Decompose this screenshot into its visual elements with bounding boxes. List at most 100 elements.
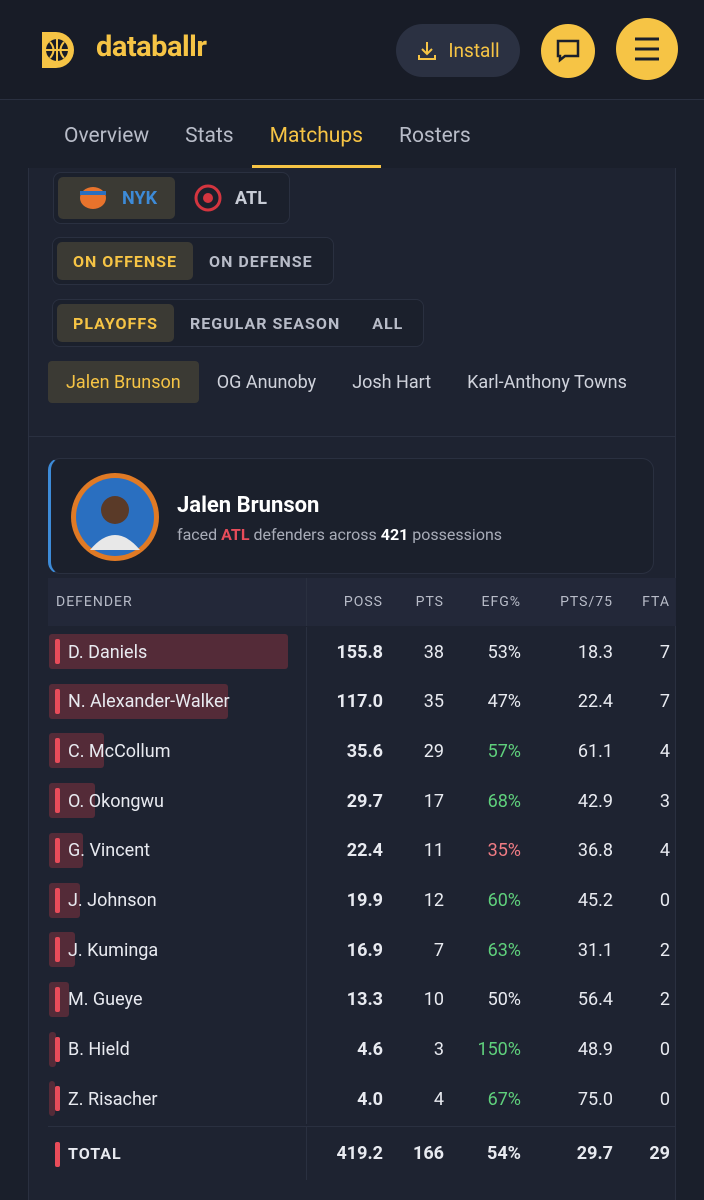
stat-cell: 42.9: [577, 790, 613, 812]
logo: [42, 32, 74, 68]
total-cell: 29: [649, 1143, 670, 1164]
possession-bar: [49, 1081, 56, 1117]
chat-button[interactable]: [541, 24, 595, 78]
stat-cell: 35%: [487, 840, 521, 862]
stat-cell: 61.1: [577, 740, 613, 762]
table-row: J. Kuminga 16.9 7 63% 31.1 2: [48, 925, 676, 976]
side-option[interactable]: ON DEFENSE: [209, 251, 313, 271]
table-row: D. Daniels 155.8 38 53% 18.3 7: [48, 627, 676, 677]
stat-cell: 4: [433, 1088, 444, 1110]
menu-button[interactable]: [616, 18, 678, 80]
defender-name: Z. Risacher: [68, 1088, 158, 1110]
season-option[interactable]: PLAYOFFS: [57, 304, 174, 342]
total-cell: 54%: [487, 1143, 521, 1164]
season-option[interactable]: REGULAR SEASON: [189, 313, 341, 333]
table-row: C. McCollum 35.6 29 57% 61.1 4: [48, 726, 676, 777]
defender-name: N. Alexander-Walker: [68, 691, 230, 713]
table-row: O. Okongwu 29.7 17 68% 42.9 3: [48, 776, 676, 827]
stat-cell: 22.4: [577, 691, 613, 713]
stat-cell: 3: [433, 1039, 444, 1061]
column-divider: [306, 776, 307, 827]
stat-cell: 7: [659, 691, 670, 713]
stat-cell: 68%: [487, 790, 521, 812]
table-row: M. Gueye 13.3 10 50% 56.4 2: [48, 974, 676, 1025]
matchup-table: DEFENDER POSS PTS EFG% PTS/75 FTA D. Daniels 15…: [48, 578, 676, 1200]
header: databallr Install: [0, 0, 704, 100]
defender-name: B. Hield: [68, 1039, 130, 1061]
row-marker: [55, 688, 60, 714]
stat-cell: 4.0: [357, 1088, 383, 1110]
column-header: POSS: [343, 594, 383, 610]
side-toggle: ON OFFENSE ON DEFENSE: [52, 237, 334, 285]
stat-cell: 4.6: [357, 1039, 383, 1061]
player-chip[interactable]: Jalen Brunson: [48, 361, 199, 403]
stat-cell: 36.8: [577, 840, 613, 862]
stat-cell: 17: [423, 790, 444, 812]
column-divider: [306, 974, 307, 1025]
total-cell: 166: [413, 1143, 444, 1164]
stat-cell: 4: [659, 740, 670, 762]
stat-cell: 19.9: [346, 890, 383, 911]
side-option[interactable]: ON OFFENSE: [57, 242, 194, 280]
column-divider: [306, 726, 307, 777]
tab[interactable]: Rosters: [399, 124, 471, 148]
possession-bar: [49, 932, 75, 968]
player-chip[interactable]: Karl-Anthony Towns: [467, 371, 627, 393]
defender-name: J. Kuminga: [68, 939, 159, 961]
table-row: G. Vincent 22.4 11 35% 36.8 4: [48, 825, 676, 876]
stat-cell: 0: [659, 1088, 670, 1110]
column-header: FTA: [642, 594, 670, 610]
player-chips: Jalen Brunson OG Anunoby Josh Hart Karl-Ant…: [48, 361, 656, 403]
stat-cell: 3: [659, 790, 670, 812]
season-toggle: PLAYOFFS REGULAR SEASON ALL: [52, 299, 425, 347]
avatar: [71, 473, 159, 561]
row-marker: [55, 1142, 60, 1167]
possession-bar: [49, 634, 288, 669]
column-divider: [306, 676, 307, 727]
row-marker: [55, 837, 60, 863]
stat-cell: 63%: [487, 939, 521, 961]
column-divider: [306, 1127, 307, 1180]
defender-name: G. Vincent: [68, 840, 151, 862]
stat-cell: 48.9: [577, 1039, 613, 1061]
tab[interactable]: Overview: [64, 124, 150, 148]
table-header: DEFENDER POSS PTS EFG% PTS/75 FTA: [48, 578, 676, 626]
tab[interactable]: Stats: [185, 124, 234, 148]
player-chip[interactable]: OG Anunoby: [216, 371, 317, 393]
defender-name: J. Johnson: [68, 890, 157, 911]
row-marker: [55, 937, 60, 963]
team-option[interactable]: ATL: [175, 177, 285, 219]
column-divider: [306, 925, 307, 976]
total-cell: TOTAL: [68, 1144, 122, 1163]
stat-cell: 60%: [487, 890, 521, 911]
stat-cell: 35.6: [346, 740, 383, 762]
team-option[interactable]: NYK: [58, 177, 176, 219]
install-button[interactable]: Install: [396, 24, 520, 77]
stat-cell: 4: [659, 840, 670, 862]
total-cell: 419.2: [336, 1143, 383, 1164]
total-cell: 29.7: [576, 1143, 613, 1164]
stat-cell: 117.0: [336, 691, 383, 713]
row-marker: [55, 986, 60, 1012]
defender-name: D. Daniels: [68, 641, 148, 663]
team: ATL: [221, 525, 250, 544]
season-option[interactable]: ALL: [372, 313, 404, 333]
stat-cell: 7: [659, 641, 670, 663]
row-marker: [55, 1086, 60, 1112]
brand: databallr: [96, 30, 207, 64]
possession-bar: [49, 882, 80, 918]
stat-cell: 75.0: [577, 1088, 613, 1110]
stat-cell: 150%: [477, 1039, 521, 1061]
tab[interactable]: Matchups: [251, 110, 382, 168]
column-header: PTS/75: [560, 594, 613, 610]
column-header: PTS: [415, 594, 444, 610]
stat-cell: 35: [423, 691, 444, 713]
player-chip[interactable]: Josh Hart: [352, 371, 432, 393]
team-label: NYK: [122, 187, 158, 209]
column-divider: [306, 1024, 307, 1075]
stat-cell: 29.7: [346, 790, 383, 812]
stat-cell: 47%: [487, 691, 521, 713]
stat-cell: 7: [433, 939, 444, 961]
stat-cell: 53%: [487, 641, 521, 663]
